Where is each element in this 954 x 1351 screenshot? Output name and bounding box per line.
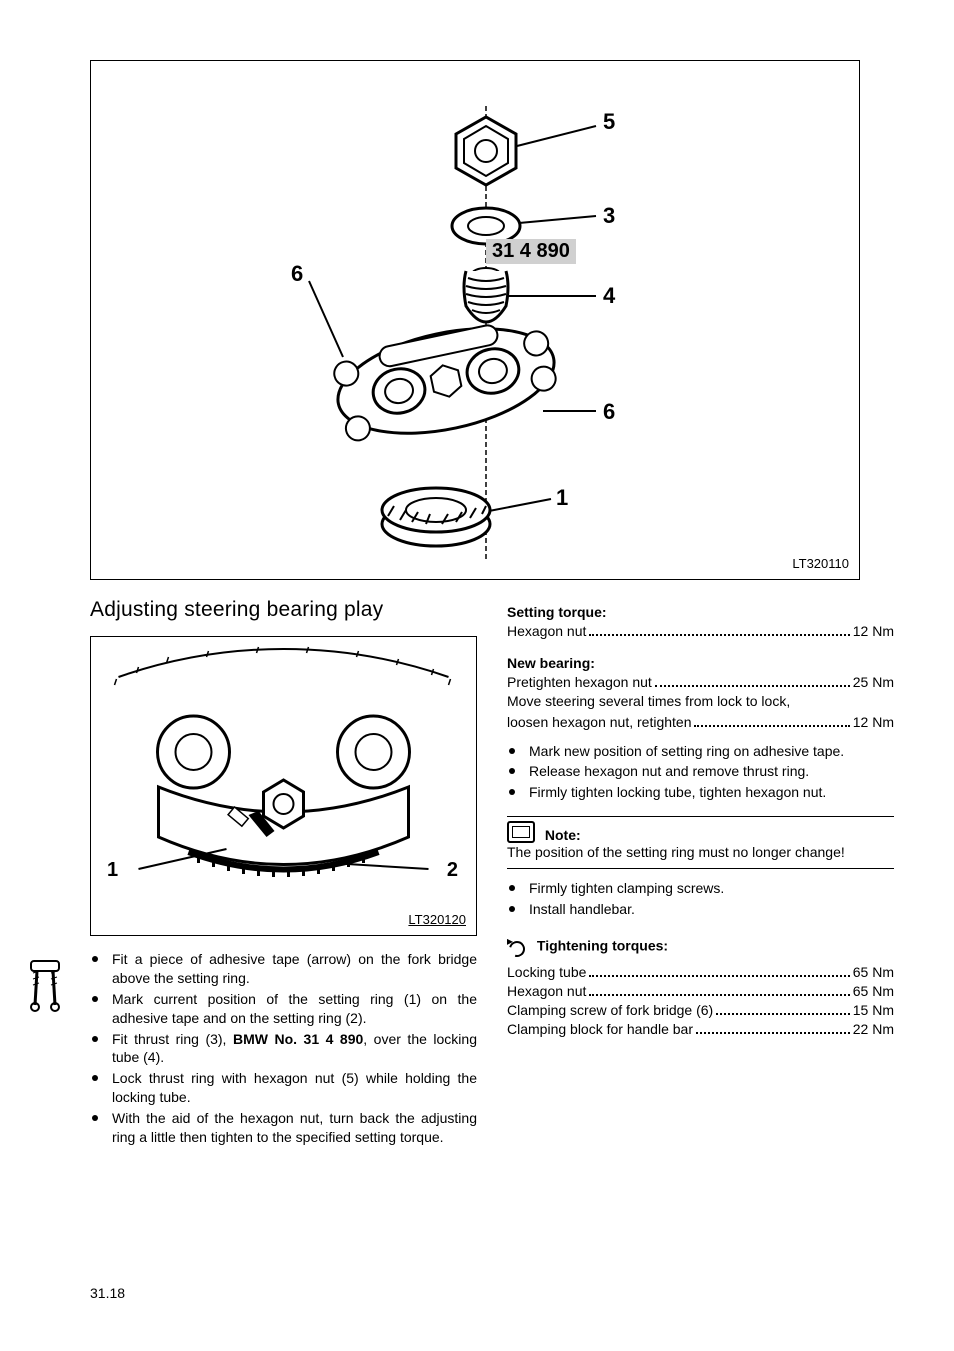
tool-number-label: 31 4 890: [486, 239, 576, 264]
main-figure: 5 3 31 4 890 4 6 6 1 LT320110: [90, 60, 860, 580]
list-item: Firmly tighten clamping screws.: [507, 879, 894, 898]
torque-row: Locking tube 65 Nm: [507, 963, 894, 982]
note-box: Note: The position of the setting ring m…: [507, 816, 894, 869]
callout-6b: 6: [603, 399, 615, 425]
list-item: Fit thrust ring (3), BMW No. 31 4 890, o…: [90, 1030, 477, 1068]
bullet-bold: BMW No. 31 4 890: [233, 1031, 363, 1047]
torque-plain-row: Move steering several times from lock to…: [507, 692, 894, 711]
sub-diagram: [91, 637, 476, 937]
figure-label: LT320110: [792, 556, 849, 571]
margin-fork-icon: [25, 955, 65, 1015]
bullet-text: Mark new position of setting ring on adh…: [529, 743, 844, 759]
list-item: Firmly tighten locking tube, tighten hex…: [507, 783, 894, 802]
row-label: Clamping block for handle bar: [507, 1020, 693, 1039]
row-value: 25 Nm: [853, 673, 894, 692]
new-bearing-head: New bearing:: [507, 655, 894, 671]
torque-row: Hexagon nut 65 Nm: [507, 982, 894, 1001]
left-bullet-list: Fit a piece of adhesive tape (arrow) on …: [90, 950, 477, 1147]
left-column: Adjusting steering bearing play: [90, 598, 477, 1149]
row-value: 12 Nm: [853, 622, 894, 641]
note-text: The position of the setting ring must no…: [507, 843, 894, 862]
torque-row: Hexagon nut 12 Nm: [507, 622, 894, 641]
bullet-text: Install handlebar.: [529, 901, 635, 917]
right-column: Setting torque: Hexagon nut 12 Nm New be…: [507, 598, 894, 1149]
sub-callout-1: 1: [107, 859, 118, 882]
callout-4: 4: [603, 283, 615, 309]
list-item: With the aid of the hexagon nut, turn ba…: [90, 1109, 477, 1147]
torque-row: Clamping screw of fork bridge (6) 15 Nm: [507, 1001, 894, 1020]
torque-icon: [507, 937, 527, 957]
sub-callout-2: 2: [447, 859, 458, 882]
sub-figure-label: LT320120: [408, 912, 466, 927]
list-item: Mark new position of setting ring on adh…: [507, 742, 894, 761]
bullet-text: Lock thrust ring with hexagon nut (5) wh…: [112, 1070, 477, 1105]
callout-3: 3: [603, 203, 615, 229]
torque-head-text: Tightening torques:: [537, 938, 668, 954]
list-item: Release hexagon nut and remove thrust ri…: [507, 762, 894, 781]
right-bullet-list-1: Mark new position of setting ring on adh…: [507, 742, 894, 803]
callout-5: 5: [603, 109, 615, 135]
torque-row: Pretighten hexagon nut 25 Nm: [507, 673, 894, 692]
torque-row: Clamping block for handle bar 22 Nm: [507, 1020, 894, 1039]
exploded-diagram: [91, 61, 861, 581]
row-value: 22 Nm: [853, 1020, 894, 1039]
note-head: Note:: [545, 827, 581, 843]
bullet-text: Release hexagon nut and remove thrust ri…: [529, 763, 809, 779]
sub-figure: 1 2 LT320120: [90, 636, 477, 936]
bullet-text: Firmly tighten locking tube, tighten hex…: [529, 784, 826, 800]
list-item: Mark current position of the setting rin…: [90, 990, 477, 1028]
tightening-torques-head: Tightening torques:: [507, 937, 894, 957]
setting-torque-head: Setting torque:: [507, 604, 894, 620]
bullet-text: With the aid of the hexagon nut, turn ba…: [112, 1110, 477, 1145]
bullet-text: Fit thrust ring (3),: [112, 1031, 233, 1047]
note-icon: [507, 821, 535, 843]
torque-row: loosen hexagon nut, retighten 12 Nm: [507, 713, 894, 732]
row-label: Pretighten hexagon nut: [507, 673, 652, 692]
row-label: Hexagon nut: [507, 622, 586, 641]
right-bullet-list-2: Firmly tighten clamping screws. Install …: [507, 879, 894, 919]
row-label: Clamping screw of fork bridge (6): [507, 1001, 713, 1020]
callout-1: 1: [556, 485, 568, 511]
bullet-text: Firmly tighten clamping screws.: [529, 880, 724, 896]
list-item: Fit a piece of adhesive tape (arrow) on …: [90, 950, 477, 988]
row-label: Hexagon nut: [507, 982, 586, 1001]
list-item: Lock thrust ring with hexagon nut (5) wh…: [90, 1069, 477, 1107]
section-title: Adjusting steering bearing play: [90, 598, 477, 622]
row-value: 65 Nm: [853, 963, 894, 982]
row-value: 15 Nm: [853, 1001, 894, 1020]
row-label: loosen hexagon nut, retighten: [507, 713, 691, 732]
row-label: Locking tube: [507, 963, 586, 982]
callout-6a: 6: [291, 261, 303, 287]
row-value: 65 Nm: [853, 982, 894, 1001]
row-value: 12 Nm: [853, 713, 894, 732]
page-number: 31.18: [90, 1285, 125, 1301]
bullet-text: Mark current position of the setting rin…: [112, 991, 477, 1026]
bullet-text: Fit a piece of adhesive tape (arrow) on …: [112, 951, 477, 986]
list-item: Install handlebar.: [507, 900, 894, 919]
